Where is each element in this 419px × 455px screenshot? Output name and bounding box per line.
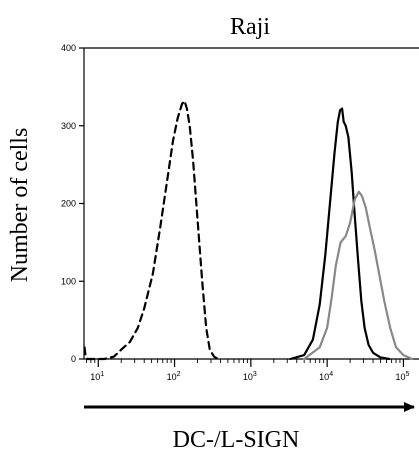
histogram-series-1: [83, 99, 219, 361]
histogram-series-2: [289, 107, 391, 361]
y-tick-label: 0: [71, 354, 76, 364]
x-axis-label: DC-/L-SIGN: [173, 427, 300, 453]
y-tick-label: 200: [61, 199, 76, 209]
y-tick-label: 300: [61, 121, 76, 131]
x-tick-label: 105: [395, 371, 409, 382]
y-tick-label: 400: [61, 43, 76, 53]
x-tick-label: 101: [90, 371, 104, 382]
y-axis-label: Number of cells: [7, 128, 33, 283]
plot-area: 0 100 200 300 400 101 102 103 104 105: [61, 43, 419, 382]
histogram-series-3: [303, 190, 414, 361]
plot-frame: [83, 47, 419, 360]
y-tick-label: 100: [61, 276, 76, 286]
x-tick-label: 104: [319, 371, 333, 382]
x-tick-label: 103: [243, 371, 257, 382]
chart-title: Raji: [230, 14, 270, 40]
x-tick-label: 102: [167, 371, 181, 382]
